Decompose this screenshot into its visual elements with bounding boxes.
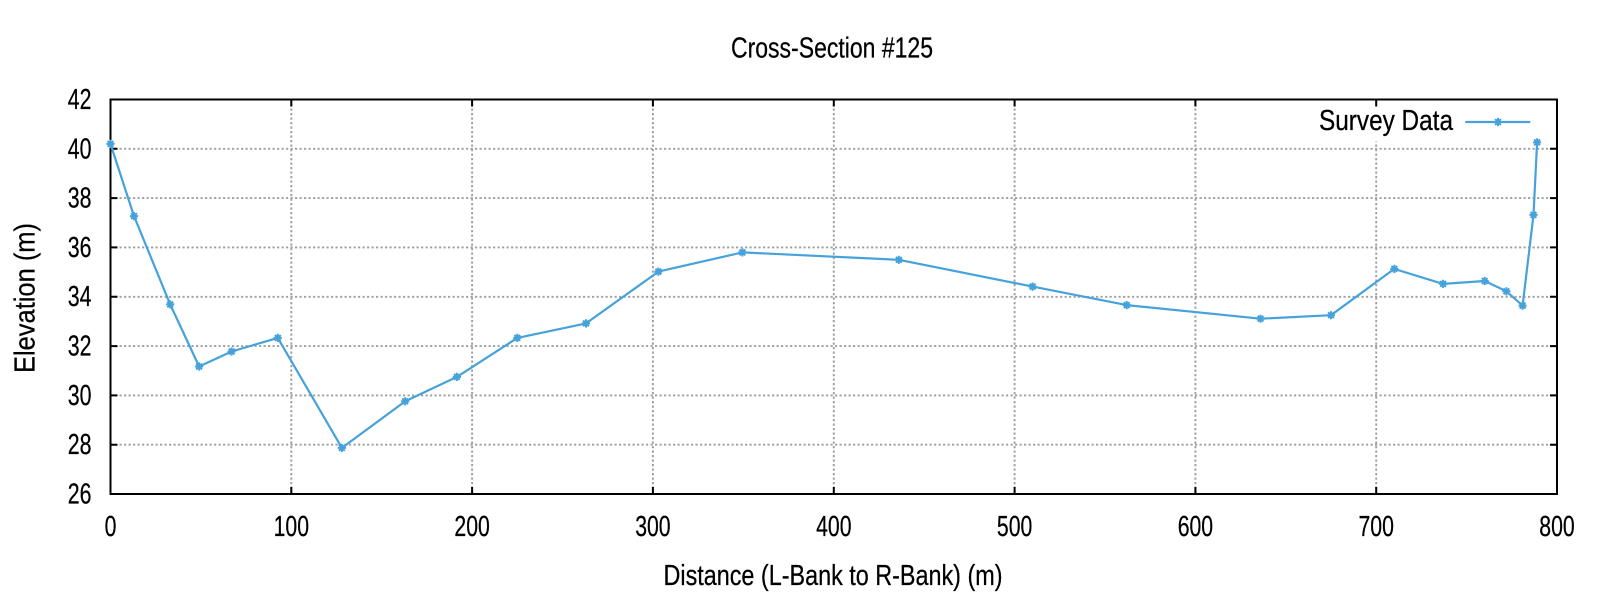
svg-text:34: 34	[68, 281, 92, 313]
svg-text:40: 40	[68, 133, 92, 165]
svg-text:Distance (L-Bank to R-Bank) (m: Distance (L-Bank to R-Bank) (m)	[664, 560, 1003, 592]
svg-text:100: 100	[274, 511, 309, 543]
svg-text:500: 500	[997, 511, 1032, 543]
svg-text:26: 26	[68, 479, 92, 511]
svg-text:800: 800	[1539, 511, 1574, 543]
svg-text:42: 42	[68, 84, 92, 116]
svg-text:300: 300	[635, 511, 670, 543]
svg-text:400: 400	[816, 511, 851, 543]
svg-text:38: 38	[68, 183, 92, 215]
svg-text:28: 28	[68, 429, 92, 461]
svg-text:700: 700	[1359, 511, 1394, 543]
svg-text:600: 600	[1178, 511, 1213, 543]
svg-text:0: 0	[105, 511, 117, 543]
svg-text:Survey Data: Survey Data	[1319, 105, 1454, 137]
svg-text:Cross-Section #125: Cross-Section #125	[731, 33, 933, 65]
svg-text:32: 32	[68, 331, 92, 363]
svg-text:30: 30	[68, 380, 92, 412]
svg-text:Elevation (m): Elevation (m)	[10, 223, 42, 373]
svg-text:200: 200	[454, 511, 489, 543]
svg-text:36: 36	[68, 232, 92, 264]
